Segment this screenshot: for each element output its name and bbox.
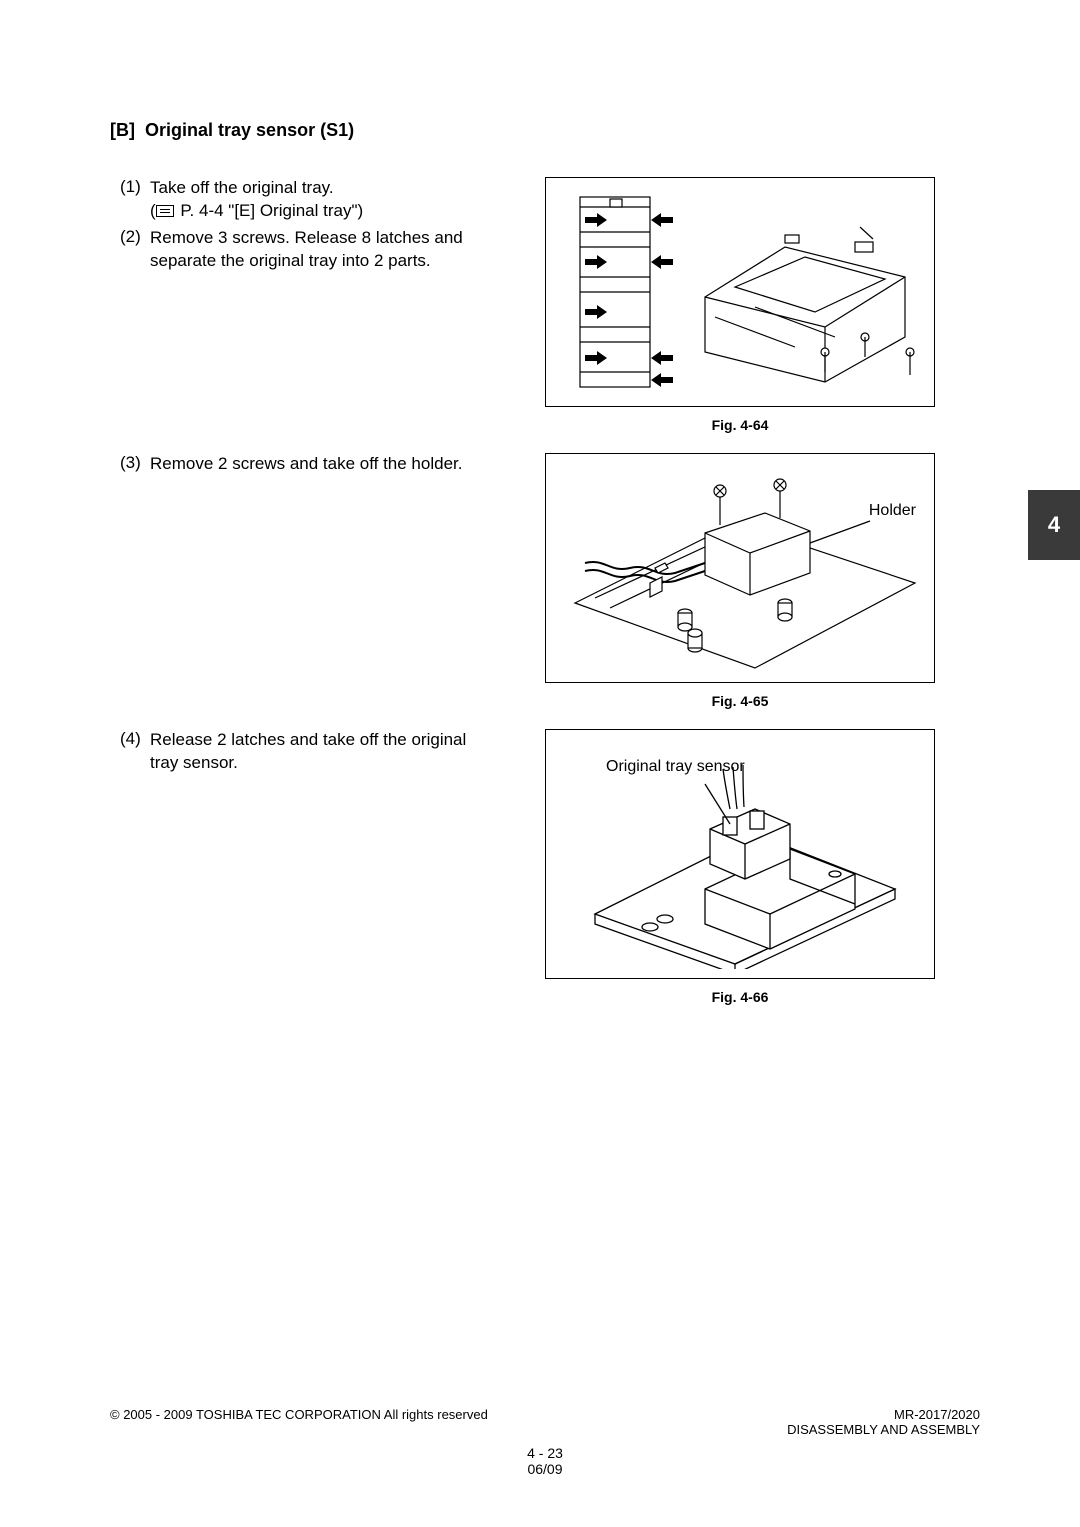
step-text: Remove 2 screws and take off the holder.	[150, 453, 480, 476]
step-num: (2)	[110, 227, 150, 247]
steps-left-2: (3) Remove 2 screws and take off the hol…	[110, 453, 480, 709]
diagram-tray-latches	[555, 187, 925, 397]
figure-4-66: Original tray sensor	[545, 729, 935, 979]
section-name: DISASSEMBLY AND ASSEMBLY	[787, 1422, 980, 1437]
figure-col-2: Holder	[500, 453, 980, 709]
page-footer: © 2005 - 2009 TOSHIBA TEC CORPORATION Al…	[110, 1407, 980, 1477]
block-3: (4) Release 2 latches and take off the o…	[110, 729, 980, 1005]
page-number: 4 - 23	[110, 1445, 980, 1461]
step-text: Take off the original tray. ( P. 4-4 "[E…	[150, 177, 480, 223]
figure-col-1: Fig. 4-64	[500, 177, 980, 433]
footer-top-row: © 2005 - 2009 TOSHIBA TEC CORPORATION Al…	[110, 1407, 980, 1437]
section-title-text: Original tray sensor (S1)	[145, 120, 354, 140]
diagram-holder	[555, 463, 925, 673]
step-1: (1) Take off the original tray. ( P. 4-4…	[110, 177, 480, 223]
callout-holder: Holder	[869, 502, 916, 520]
steps-left-3: (4) Release 2 latches and take off the o…	[110, 729, 480, 1005]
figure-col-3: Original tray sensor	[500, 729, 980, 1005]
step-4: (4) Release 2 latches and take off the o…	[110, 729, 480, 775]
page-content: [B] Original tray sensor (S1) (1) Take o…	[0, 0, 1080, 1527]
steps-left-1: (1) Take off the original tray. ( P. 4-4…	[110, 177, 480, 433]
figure-4-64	[545, 177, 935, 407]
book-icon	[156, 205, 174, 217]
section-heading: [B] Original tray sensor (S1)	[110, 120, 980, 141]
step-2: (2) Remove 3 screws. Release 8 latches a…	[110, 227, 480, 273]
page-date: 06/09	[110, 1461, 980, 1477]
step-1-text: Take off the original tray.	[150, 178, 334, 197]
step-num: (4)	[110, 729, 150, 749]
step-text: Remove 3 screws. Release 8 latches and s…	[150, 227, 480, 273]
footer-right: MR-2017/2020 DISASSEMBLY AND ASSEMBLY	[787, 1407, 980, 1437]
step-num: (3)	[110, 453, 150, 473]
callout-sensor: Original tray sensor	[606, 758, 745, 776]
doc-id: MR-2017/2020	[787, 1407, 980, 1422]
copyright: © 2005 - 2009 TOSHIBA TEC CORPORATION Al…	[110, 1407, 488, 1437]
block-1: (1) Take off the original tray. ( P. 4-4…	[110, 177, 980, 433]
figure-caption: Fig. 4-65	[712, 693, 769, 709]
section-prefix: [B]	[110, 120, 135, 140]
step-num: (1)	[110, 177, 150, 197]
step-1-ref: P. 4-4 "[E] Original tray")	[180, 201, 363, 220]
figure-4-65: Holder	[545, 453, 935, 683]
figure-caption: Fig. 4-66	[712, 989, 769, 1005]
step-3: (3) Remove 2 screws and take off the hol…	[110, 453, 480, 476]
figure-caption: Fig. 4-64	[712, 417, 769, 433]
step-text: Release 2 latches and take off the origi…	[150, 729, 480, 775]
footer-center: 4 - 23 06/09	[110, 1445, 980, 1477]
block-2: (3) Remove 2 screws and take off the hol…	[110, 453, 980, 709]
